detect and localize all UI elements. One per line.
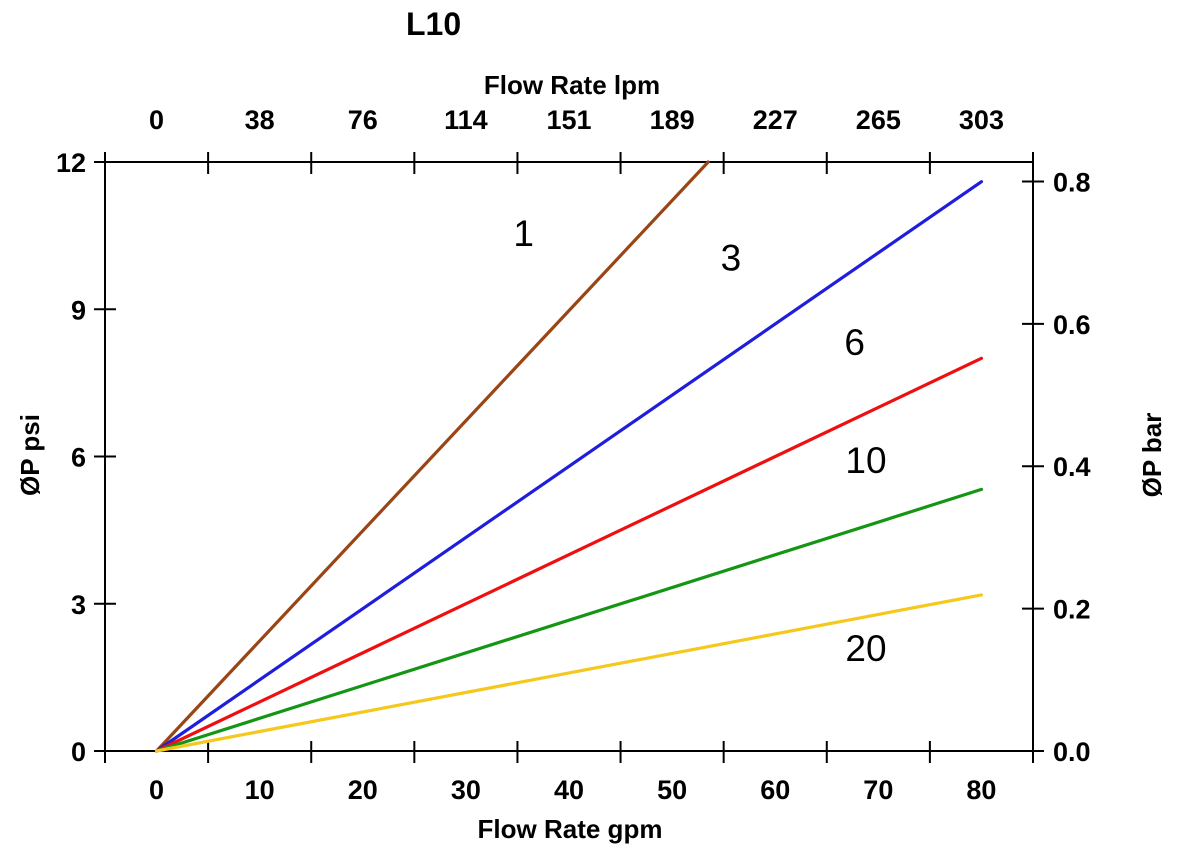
bottom-x-tick-label: 30: [451, 775, 481, 805]
series-line-10: [154, 487, 984, 753]
series-line-6: [154, 356, 984, 753]
right-y-tick-label: 0.6: [1053, 310, 1091, 340]
right-y-tick-label: 0.4: [1053, 452, 1091, 482]
left-y-tick-label: 0: [71, 737, 86, 767]
right-y-tick-label: 0.0: [1053, 737, 1091, 767]
top-x-tick-label: 114: [444, 105, 488, 135]
bottom-x-tick-label: 50: [657, 775, 687, 805]
bottom-x-tick-label: 10: [245, 775, 275, 805]
curve-label-1: 1: [513, 213, 534, 254]
top-axis-title: Flow Rate lpm: [483, 70, 661, 100]
top-x-tick-label: 189: [650, 105, 695, 135]
top-x-tick-label: 151: [546, 105, 591, 135]
left-y-tick-label: 3: [71, 590, 86, 620]
top-x-tick-label: 303: [959, 105, 1004, 135]
right-y-tick-label: 0.8: [1053, 167, 1091, 197]
bottom-x-tick-label: 80: [966, 775, 996, 805]
curve-label-20: 20: [845, 628, 886, 669]
plot-border: [104, 161, 1034, 752]
bottom-axis-title: Flow Rate gpm: [477, 814, 663, 844]
bottom-x-tick-label: 40: [554, 775, 584, 805]
top-x-tick-label: 227: [753, 105, 798, 135]
top-x-tick-label: 265: [856, 105, 901, 135]
bottom-x-tick-label: 0: [149, 775, 164, 805]
right-y-tick-label: 0.2: [1053, 595, 1091, 625]
left-y-tick-label: 9: [71, 295, 86, 325]
left-y-tick-label: 12: [56, 148, 86, 178]
bottom-x-tick-label: 60: [760, 775, 790, 805]
series-line-20: [154, 593, 984, 753]
series-line-3: [154, 180, 984, 753]
curve-label-6: 6: [844, 322, 865, 363]
bottom-x-tick-label: 70: [863, 775, 893, 805]
curve-label-10: 10: [845, 440, 886, 481]
chart-title: L10: [406, 6, 462, 42]
left-y-tick-label: 6: [71, 443, 86, 473]
top-x-tick-label: 38: [245, 105, 275, 135]
bottom-x-tick-label: 20: [348, 775, 378, 805]
curve-label-3: 3: [721, 238, 742, 279]
top-x-tick-label: 0: [149, 105, 164, 135]
top-x-tick-label: 76: [348, 105, 378, 135]
series-line-1: [154, 160, 710, 753]
